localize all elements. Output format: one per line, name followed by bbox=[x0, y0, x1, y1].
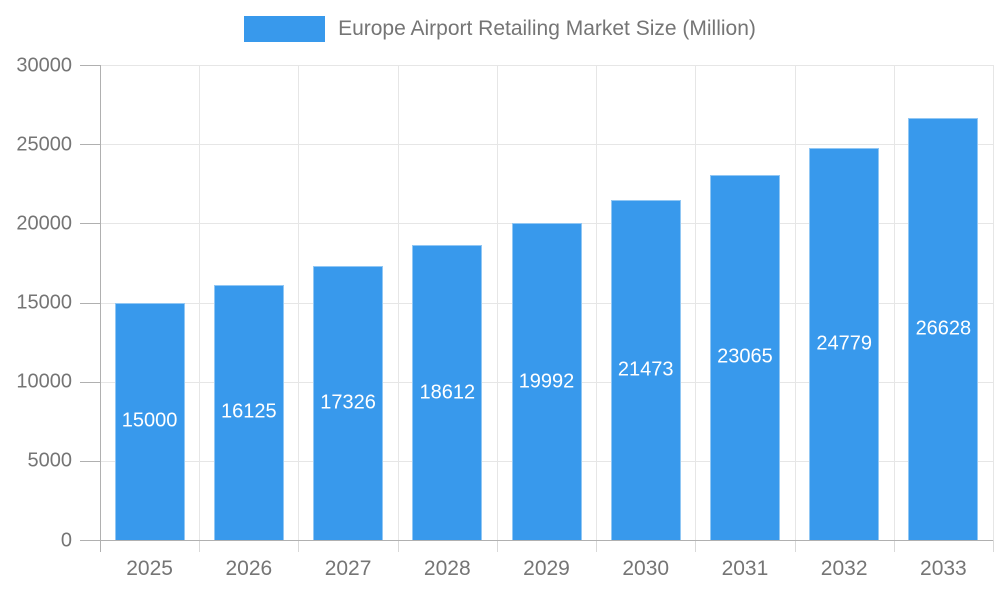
y-tick bbox=[80, 540, 100, 541]
bar-2030[interactable] bbox=[610, 200, 681, 540]
x-gridline bbox=[794, 65, 796, 540]
y-tick bbox=[80, 223, 100, 225]
x-tick bbox=[199, 540, 201, 552]
y-tick bbox=[80, 302, 100, 304]
bar-2031[interactable] bbox=[709, 174, 780, 540]
legend-swatch bbox=[244, 16, 326, 42]
x-axis-label: 2033 bbox=[920, 557, 967, 580]
bar-2026[interactable] bbox=[213, 284, 284, 540]
x-gridline bbox=[596, 65, 598, 540]
x-tick bbox=[993, 540, 994, 552]
y-axis-label: 30000 bbox=[16, 54, 72, 76]
x-axis-label: 2031 bbox=[721, 557, 769, 580]
bar-2033[interactable] bbox=[908, 118, 979, 540]
y-axis-line bbox=[100, 65, 101, 552]
x-gridline bbox=[893, 65, 895, 540]
x-axis-label: 2027 bbox=[324, 557, 372, 580]
x-tick bbox=[596, 540, 598, 552]
x-gridline bbox=[496, 65, 498, 540]
x-gridline bbox=[397, 65, 399, 540]
x-axis-label: 2030 bbox=[622, 557, 670, 580]
y-axis-label: 10000 bbox=[16, 370, 72, 393]
x-gridline bbox=[298, 65, 300, 540]
x-tick bbox=[893, 540, 895, 552]
bar-2029[interactable] bbox=[511, 223, 582, 540]
y-axis-label: 5000 bbox=[27, 449, 73, 472]
x-axis-label: 2032 bbox=[820, 557, 868, 580]
x-gridline bbox=[993, 65, 994, 540]
y-tick bbox=[80, 144, 100, 146]
legend: Europe Airport Retailing Market Size (Mi… bbox=[0, 16, 1000, 42]
legend-label: Europe Airport Retailing Market Size (Mi… bbox=[338, 17, 756, 40]
x-axis-label: 2026 bbox=[225, 557, 273, 580]
y-axis-label: 25000 bbox=[16, 133, 72, 156]
x-axis-label: 2025 bbox=[126, 557, 173, 580]
legend-item[interactable]: Europe Airport Retailing Market Size (Mi… bbox=[244, 16, 756, 42]
x-tick bbox=[695, 540, 697, 552]
x-tick bbox=[794, 540, 796, 552]
x-axis-label: 2029 bbox=[523, 557, 570, 580]
y-tick bbox=[80, 460, 100, 462]
x-gridline bbox=[695, 65, 697, 540]
y-axis-label: 15000 bbox=[16, 291, 72, 314]
bar-2025[interactable] bbox=[114, 302, 185, 540]
bar-2032[interactable] bbox=[809, 147, 880, 540]
x-tick bbox=[298, 540, 300, 552]
y-axis-label: 0 bbox=[60, 529, 72, 551]
x-tick bbox=[496, 540, 498, 552]
x-gridline bbox=[199, 65, 201, 540]
y-gridline bbox=[100, 65, 993, 66]
y-tick bbox=[80, 381, 100, 383]
x-tick bbox=[397, 540, 399, 552]
bar-2027[interactable] bbox=[313, 265, 384, 540]
x-axis-line bbox=[100, 540, 993, 541]
y-axis-label: 20000 bbox=[16, 212, 72, 235]
x-axis-label: 2028 bbox=[423, 557, 471, 580]
bar-2028[interactable] bbox=[412, 245, 483, 540]
y-gridline bbox=[100, 144, 993, 146]
y-tick bbox=[80, 65, 100, 66]
